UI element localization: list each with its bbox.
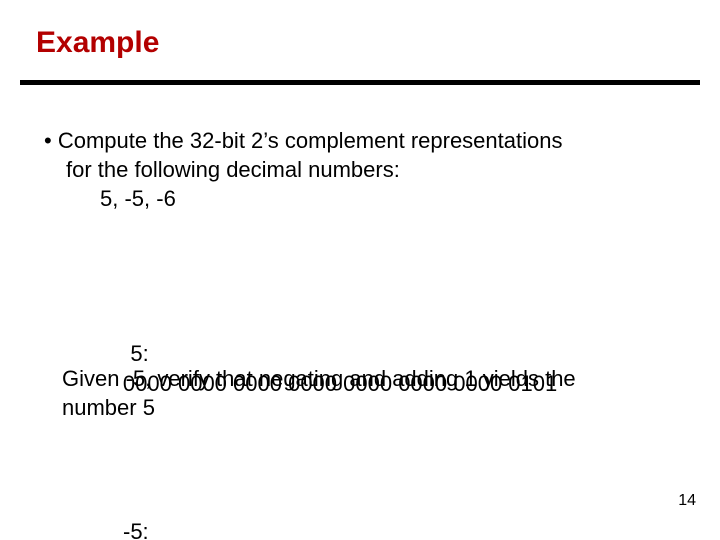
- title-rule: [20, 80, 700, 85]
- verify-line-2: number 5: [62, 393, 662, 422]
- bits-row: -5: 1111 1111 1111 1111 1111 1111 1111 1…: [74, 488, 557, 540]
- bullet-dot: •: [44, 126, 52, 155]
- page-number: 14: [678, 492, 696, 510]
- bits-label: -5:: [111, 517, 149, 540]
- slide: Example • Compute the 32-bit 2’s complem…: [0, 0, 720, 540]
- verify-block: Given -5, verify that negating and addin…: [62, 364, 662, 422]
- bullet-line-1: • Compute the 32-bit 2’s complement repr…: [44, 126, 664, 155]
- bullet-line-3: 5, -5, -6: [44, 184, 664, 213]
- bullet-line-2: for the following decimal numbers:: [44, 155, 664, 184]
- bullet-text-1: Compute the 32-bit 2’s complement repres…: [58, 128, 563, 153]
- slide-title: Example: [36, 26, 159, 60]
- verify-line-1: Given -5, verify that negating and addin…: [62, 364, 662, 393]
- bullet-block: • Compute the 32-bit 2’s complement repr…: [44, 126, 664, 213]
